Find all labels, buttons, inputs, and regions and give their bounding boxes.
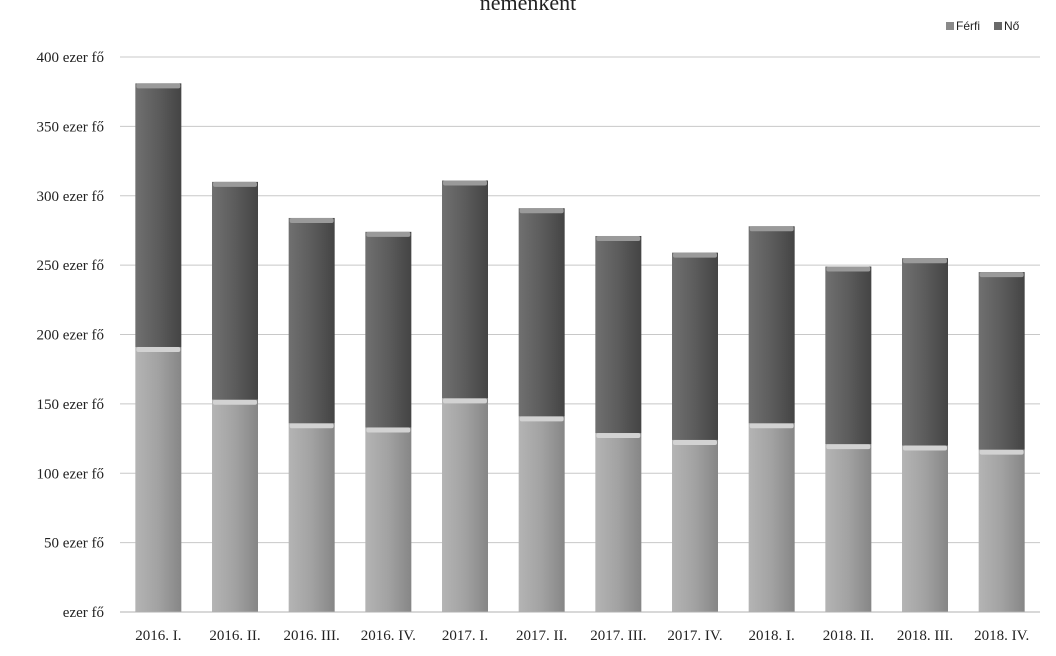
bar-segment	[135, 83, 182, 347]
bar-segment	[748, 226, 795, 424]
bar-segment	[365, 231, 412, 428]
x-tick-label: 2017. IV.	[667, 628, 722, 644]
bar-segment-cap	[366, 231, 411, 237]
x-tick-label: 2016. IV.	[361, 628, 416, 644]
gridlines	[120, 56, 1040, 544]
bar-segment-cap	[289, 217, 334, 223]
bar-segment	[212, 181, 258, 400]
bar-segment	[902, 445, 948, 612]
bar-segment-cap	[136, 83, 181, 89]
bar-segment	[365, 427, 412, 612]
y-tick-label: 300 ezer fő	[37, 189, 104, 205]
bar-segment-cap	[826, 266, 871, 272]
x-tick-label: 2017. I.	[442, 628, 488, 644]
x-tick-label: 2016. I.	[135, 628, 181, 644]
bar-segment-cap	[136, 346, 181, 352]
legend-swatch-ferfi	[946, 22, 954, 30]
bar-segment-cap	[673, 439, 717, 445]
bar-segment	[825, 444, 872, 612]
y-axis-ticks: ezer fő 50 ezer fő 100 ezer fő 150 ezer fő 2…	[37, 50, 104, 621]
bar-segment	[748, 423, 795, 612]
x-tick-label: 2016. II.	[209, 628, 260, 644]
y-tick-label: 200 ezer fő	[37, 328, 104, 344]
bar-segment-cap	[749, 226, 794, 232]
bar-segment-cap	[979, 272, 1024, 278]
bar-segment	[978, 449, 1025, 612]
bars	[135, 83, 1025, 612]
bar-segment-cap	[443, 180, 487, 186]
bar-segment-cap	[519, 208, 564, 214]
bar-segment	[825, 266, 872, 445]
bar-segment	[595, 433, 642, 612]
x-tick-label: 2017. II.	[516, 628, 567, 644]
legend-label-ferfi: Férfi	[956, 19, 980, 33]
bar-segment-cap	[979, 449, 1024, 455]
bar-segment-cap	[596, 235, 641, 241]
bar-segment	[595, 235, 642, 434]
y-tick-label: 150 ezer fő	[37, 397, 104, 413]
y-tick-label: 350 ezer fő	[37, 119, 104, 135]
bar-segment-cap	[213, 399, 257, 405]
bar-segment-cap	[826, 444, 871, 450]
bar-segment	[672, 252, 718, 440]
bar-segment-cap	[213, 181, 257, 187]
bar-segment	[672, 439, 718, 612]
chart-title: nemenként	[480, 0, 577, 15]
bar-segment-cap	[366, 427, 411, 433]
y-tick-label: 50 ezer fő	[44, 536, 104, 552]
bar-segment-cap	[673, 252, 717, 258]
x-tick-label: 2018. I.	[749, 628, 795, 644]
x-tick-label: 2018. III.	[897, 628, 953, 644]
bar-segment	[442, 180, 488, 399]
bar-segment	[518, 208, 565, 417]
bar-segment	[442, 398, 488, 612]
bar-segment-cap	[443, 398, 487, 404]
x-tick-label: 2018. II.	[823, 628, 874, 644]
legend: Férfi Nő	[946, 19, 1020, 33]
y-tick-label: 100 ezer fő	[37, 466, 104, 482]
bar-segment	[288, 217, 335, 424]
bar-segment-cap	[596, 433, 641, 439]
legend-label-no: Nő	[1004, 19, 1020, 33]
y-tick-label: 250 ezer fő	[37, 258, 104, 274]
bar-segment	[518, 416, 565, 612]
bar-segment	[902, 258, 948, 446]
y-tick-label: 400 ezer fő	[37, 50, 104, 66]
bar-segment-cap	[289, 423, 334, 429]
x-tick-label: 2017. III.	[590, 628, 646, 644]
bar-segment-cap	[903, 445, 947, 451]
bar-segment-cap	[749, 423, 794, 429]
x-axis-ticks: 2016. I. 2016. II. 2016. III. 2016. IV. 2017…	[135, 628, 1029, 644]
bar-segment	[978, 272, 1025, 450]
bar-segment	[135, 346, 182, 612]
bar-segment-cap	[903, 258, 947, 264]
bar-segment	[212, 399, 258, 612]
bar-segment-cap	[519, 416, 564, 422]
legend-swatch-no	[994, 22, 1002, 30]
bar-segment	[288, 423, 335, 612]
x-tick-label: 2016. III.	[284, 628, 340, 644]
y-tick-label: ezer fő	[63, 605, 104, 621]
x-tick-label: 2018. IV.	[974, 628, 1029, 644]
